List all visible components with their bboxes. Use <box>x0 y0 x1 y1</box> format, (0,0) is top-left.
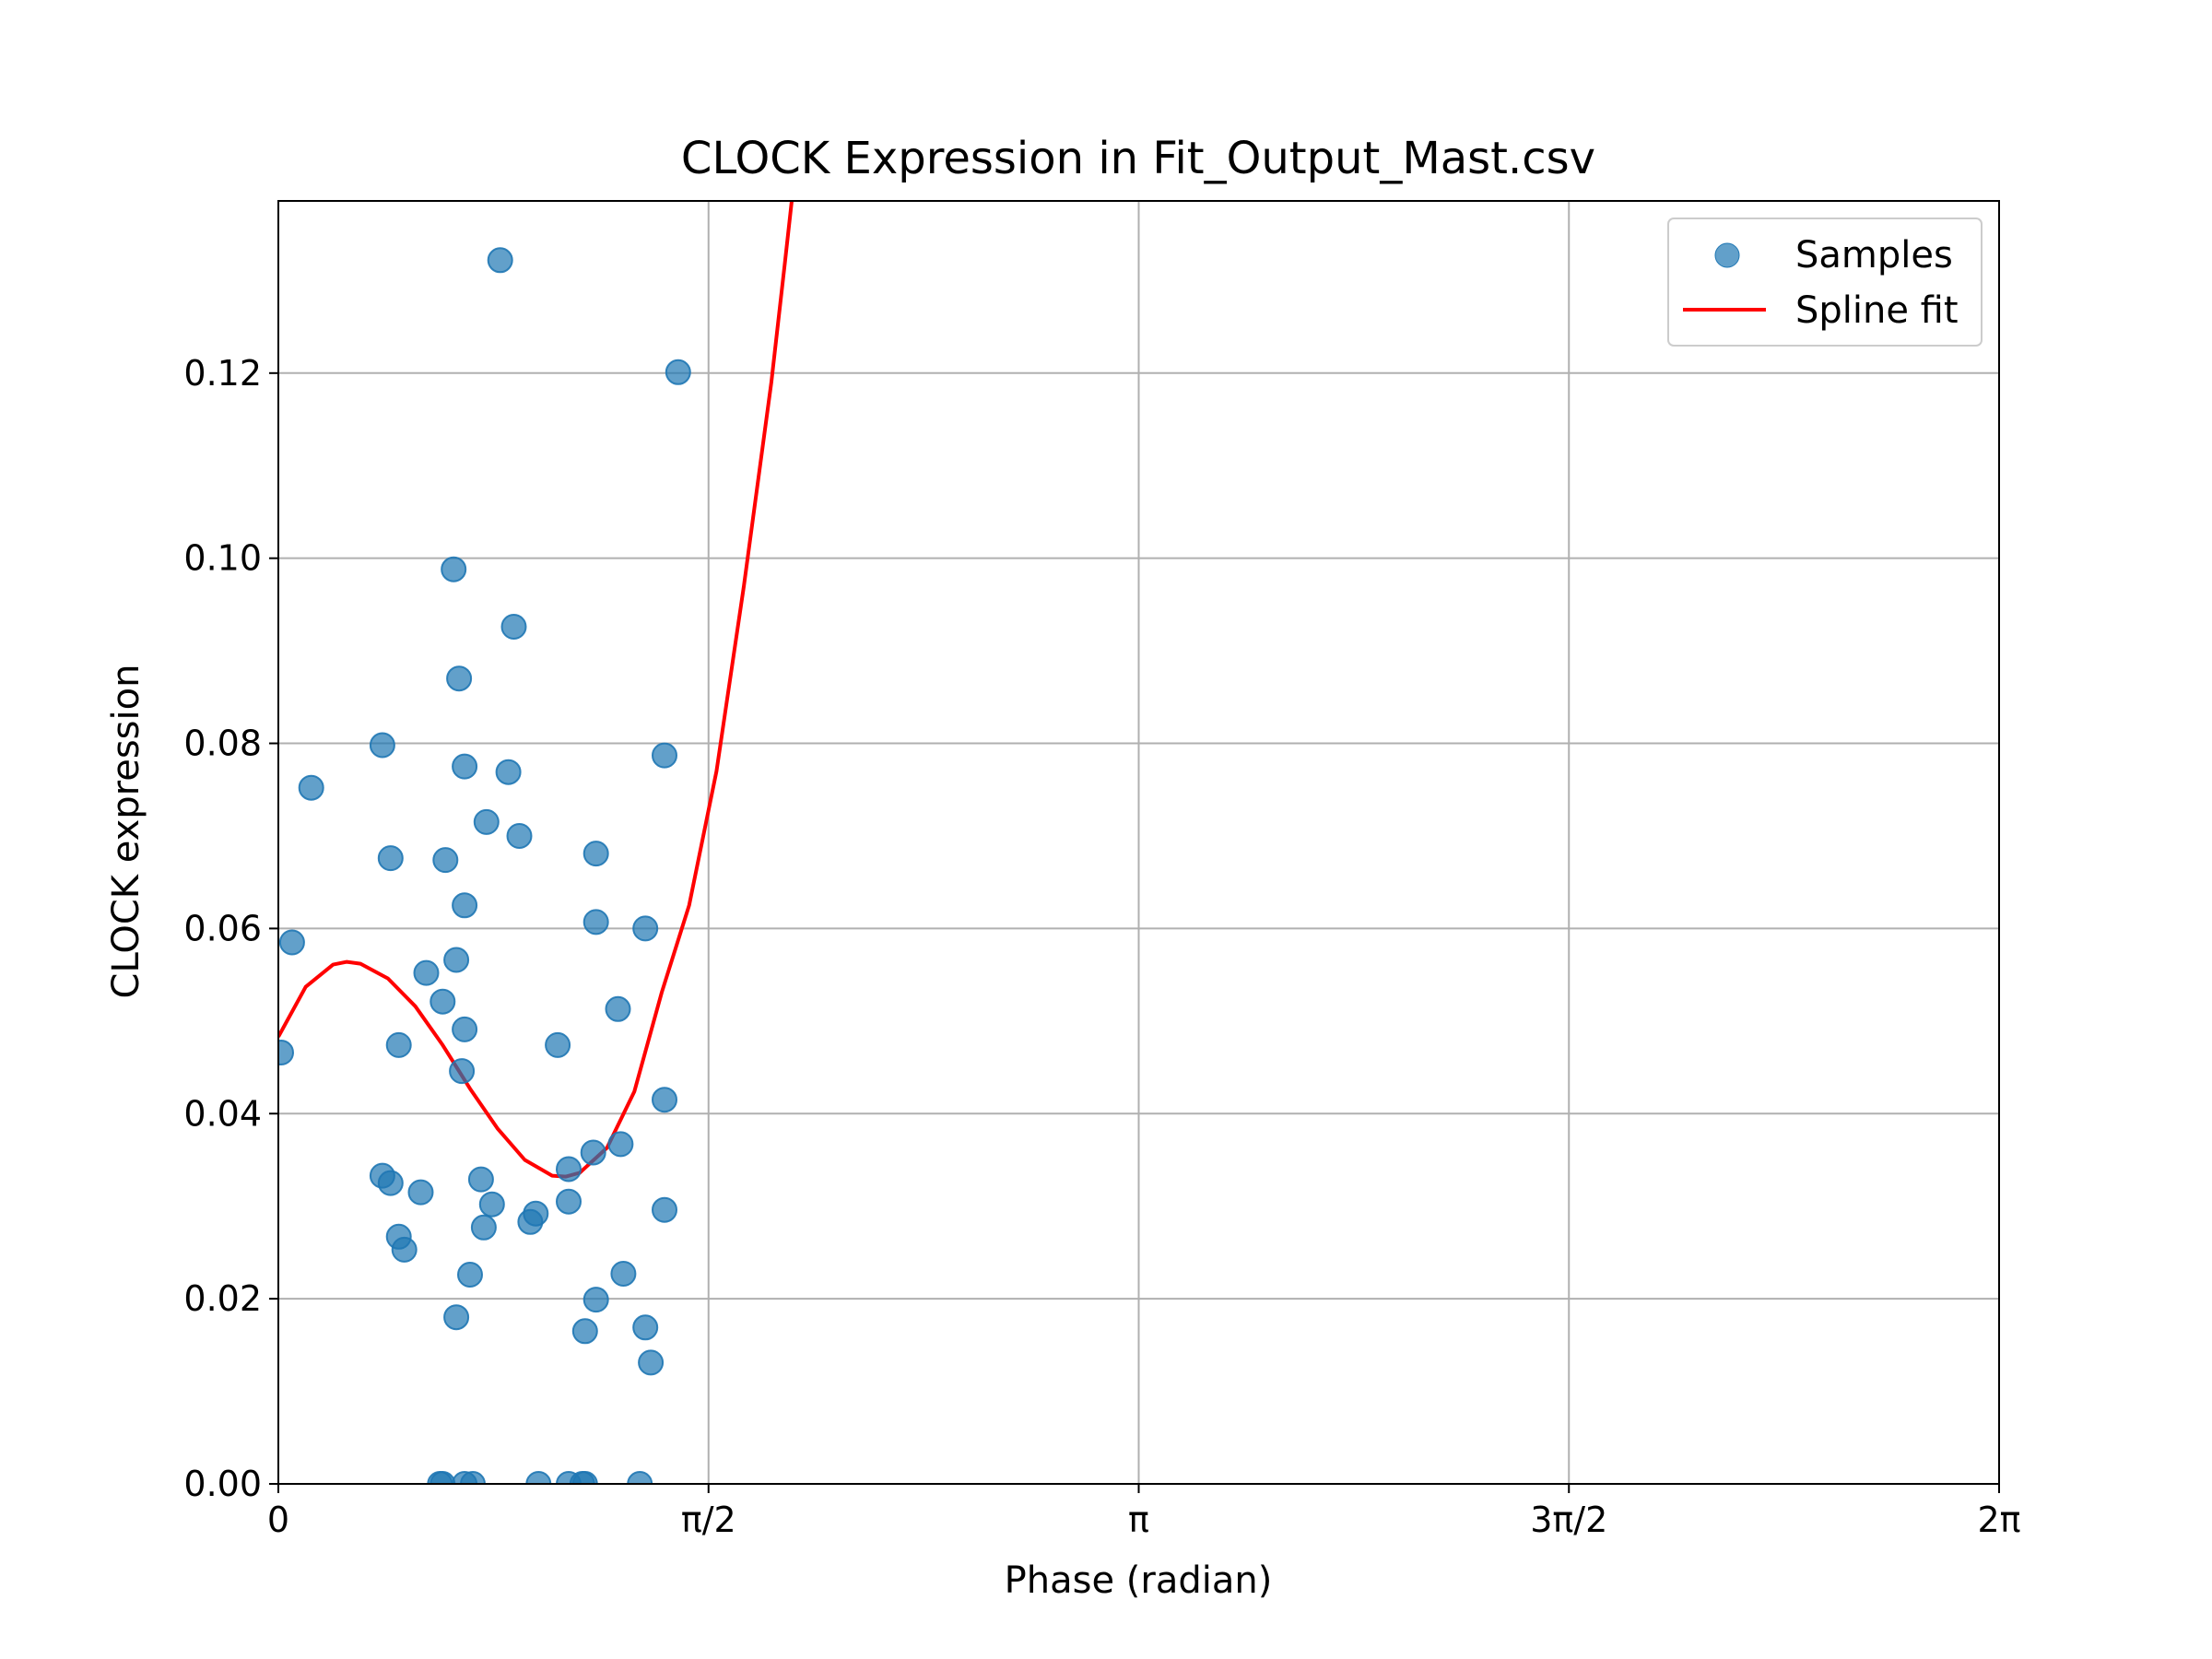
x-tick-label: π/2 <box>681 1500 736 1540</box>
sample-point <box>446 665 473 692</box>
sample-point <box>470 1214 497 1241</box>
sample-point <box>441 556 467 582</box>
sample-point <box>500 614 527 640</box>
sample-point <box>582 1287 609 1313</box>
sample-point <box>571 1318 598 1345</box>
sample-point <box>278 1040 294 1065</box>
sample-point <box>638 1349 665 1376</box>
y-tick-label: 0.02 <box>183 1278 262 1319</box>
sample-point <box>298 774 324 801</box>
y-tick-label: 0.08 <box>183 724 262 764</box>
chart-title: CLOCK Expression in Fit_Output_Mast.csv <box>681 133 1595 184</box>
x-tick-label: π <box>1128 1500 1149 1540</box>
sample-point <box>385 1031 412 1058</box>
legend-box <box>1667 218 1983 347</box>
sample-point <box>652 1196 677 1223</box>
sample-point <box>452 753 478 780</box>
axis-ticks: 0 π/2 π 3π/2 2π 0.00 0.02 0.04 0.06 0.08 0.10 0.12 <box>183 353 2020 1540</box>
sample-point <box>452 1016 478 1042</box>
sample-point <box>432 847 459 874</box>
x-tick-label: 3π/2 <box>1530 1500 1607 1540</box>
sample-point <box>429 1471 456 1484</box>
sample-point <box>605 995 631 1022</box>
sample-point <box>652 1087 677 1113</box>
sample-point <box>665 359 691 385</box>
sample-point <box>460 1471 486 1484</box>
legend-marker-samples <box>1714 242 1740 268</box>
sample-point <box>495 759 522 785</box>
sample-point <box>506 823 533 849</box>
sample-point <box>523 1200 549 1227</box>
sample-point <box>556 1188 582 1215</box>
sample-point <box>580 1139 606 1166</box>
sample-point <box>278 929 305 956</box>
x-tick-label: 2π <box>1977 1500 2020 1540</box>
sample-point <box>571 1471 598 1484</box>
sample-point <box>556 1156 582 1182</box>
y-tick-label: 0.04 <box>183 1093 262 1134</box>
sample-point <box>377 1170 404 1196</box>
sample-point <box>478 1191 505 1218</box>
sample-point <box>525 1471 552 1484</box>
sample-point <box>407 1179 434 1206</box>
y-tick-label: 0.06 <box>183 908 262 948</box>
sample-point <box>377 845 404 872</box>
spline-fit-line <box>278 201 794 1179</box>
sample-point <box>369 732 395 759</box>
sample-point <box>652 742 677 769</box>
sample-point <box>610 1261 637 1287</box>
sample-point <box>607 1131 634 1158</box>
x-tick-label: 0 <box>267 1500 289 1540</box>
sample-point <box>582 909 609 935</box>
sample-point <box>582 841 609 867</box>
legend: Samples Spline fit <box>1667 218 1983 347</box>
plot-series <box>278 201 794 1484</box>
sample-point <box>487 247 513 274</box>
legend-label-spline: Spline fit <box>1795 289 1959 332</box>
sample-point <box>627 1471 653 1484</box>
sample-point <box>413 959 440 986</box>
sample-point <box>457 1262 483 1288</box>
sample-point <box>391 1236 418 1263</box>
sample-point <box>449 1058 476 1085</box>
sample-point <box>429 988 456 1015</box>
sample-point <box>467 1166 494 1193</box>
plot-frame <box>277 200 2000 1485</box>
sample-point <box>632 915 659 942</box>
y-tick-label: 0.12 <box>183 353 262 394</box>
grid-lines <box>277 201 2000 1485</box>
sample-point <box>443 947 470 973</box>
sample-point <box>632 1314 659 1341</box>
y-tick-label: 0.00 <box>183 1464 262 1504</box>
x-axis-label: Phase (radian) <box>1005 1559 1273 1602</box>
y-axis-label: CLOCK expression <box>105 665 147 999</box>
sample-point <box>443 1304 470 1331</box>
sample-point <box>452 892 478 919</box>
y-tick-label: 0.10 <box>183 538 262 579</box>
sample-point <box>545 1031 571 1058</box>
sample-point <box>473 808 500 835</box>
legend-label-samples: Samples <box>1795 234 1953 276</box>
